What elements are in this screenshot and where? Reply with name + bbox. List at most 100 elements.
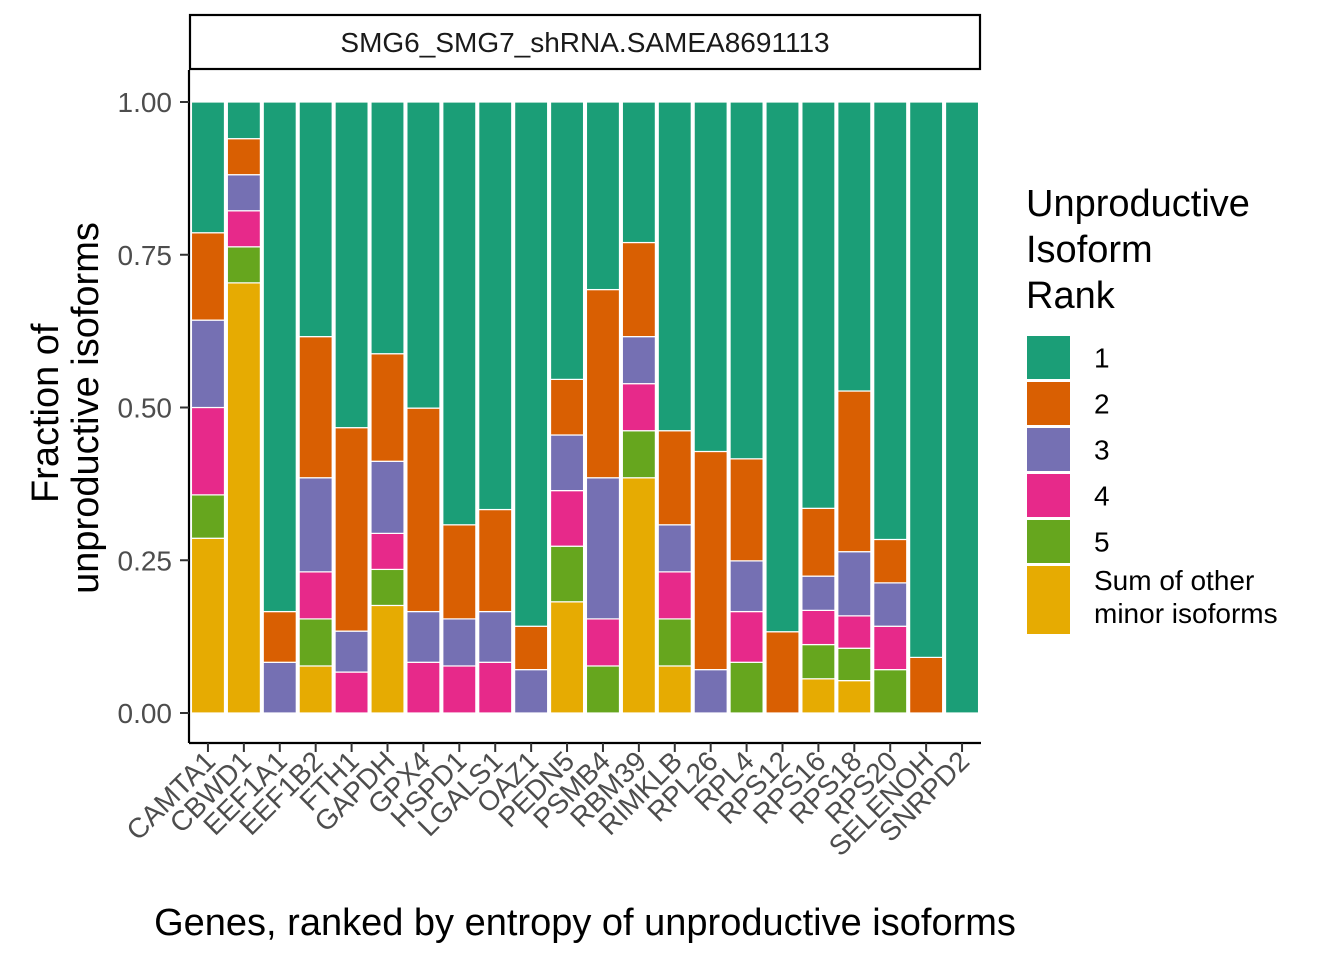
bar-segment-rbm39-rank-sum-of-other-minor-isoforms: [621, 477, 656, 714]
legend: Unproductive Isoform Rank 1 2 3 4 5 Sum of ot…: [1026, 183, 1278, 634]
bar-segment-gapdh-rank-1: [370, 101, 405, 355]
bar-segment-eef1a1-rank-3: [262, 661, 297, 714]
legend-key-5: [1027, 520, 1070, 563]
bar-segment-gapdh-rank-sum-of-other-minor-isoforms: [370, 604, 405, 714]
bar-segment-pedn5-rank-5: [549, 545, 585, 603]
bar-segment-rpl4-rank-5: [729, 661, 764, 714]
x-axis-title: Genes, ranked by entropy of unproductive…: [154, 902, 1016, 944]
bar-segment-fth1-rank-1: [334, 101, 369, 429]
bar-segment-pedn5-rank-3: [549, 434, 585, 492]
bar-segment-rbm39-rank-2: [621, 241, 656, 338]
bar-segment-gpx4-rank-3: [406, 610, 441, 663]
bar-segment-selenoh-rank-1: [909, 101, 944, 659]
bar-segment-rimklb-rank-3: [657, 524, 692, 573]
legend-label-2: 2: [1094, 389, 1110, 420]
bar-segment-psmb4-rank-4: [585, 618, 621, 667]
y-axis-title-line-2: unproductive isoforms: [65, 222, 107, 594]
bar-segment-camta1-rank-3: [190, 319, 226, 409]
bar-segment-cbwd1-rank-2: [226, 138, 261, 176]
bar-segment-rps16-rank-5: [801, 643, 836, 680]
bar-segment-rps20-rank-2: [873, 538, 908, 584]
bar-segment-camta1-rank-2: [190, 232, 226, 321]
bar-segment-rbm39-rank-3: [621, 336, 656, 385]
bar-segment-hspd1-rank-3: [442, 618, 477, 667]
bar-segment-rps16-rank-1: [801, 101, 836, 509]
bar-segment-rimklb-rank-sum-of-other-minor-isoforms: [657, 665, 692, 714]
bar-segment-rps18-rank-1: [837, 101, 872, 392]
y-axis-title: Fraction of unproductive isoforms: [25, 222, 107, 594]
legend-title-line-3: Rank: [1026, 275, 1116, 317]
bar-segment-eef1b2-rank-5: [298, 618, 333, 667]
legend-label-3: 3: [1094, 435, 1110, 466]
bar-segment-rpl4-rank-3: [729, 560, 764, 613]
bar-segment-camta1-rank-5: [190, 494, 226, 539]
bar-segment-gpx4-rank-2: [406, 407, 441, 613]
bars-group: [190, 101, 980, 714]
bar-segment-psmb4-rank-2: [585, 288, 621, 479]
bar-segment-oaz1-rank-1: [514, 101, 549, 627]
bar-segment-fth1-rank-2: [334, 427, 369, 632]
y-tick-label: 0.75: [118, 240, 173, 271]
bar-segment-rps12-rank-2: [765, 631, 800, 714]
legend-label-sum-of-other-minor-isoforms: Sum of other minor isoforms: [1094, 565, 1278, 629]
bar-segment-psmb4-rank-3: [585, 477, 621, 620]
legend-key-1: [1027, 336, 1070, 379]
bar-segment-rpl26-rank-1: [693, 101, 728, 453]
bar-segment-rps20-rank-1: [873, 101, 908, 541]
bar-segment-pedn5-rank-1: [549, 101, 585, 380]
legend-title-line-1: Unproductive: [1026, 183, 1250, 225]
legend-title-line-2: Isoform: [1026, 229, 1153, 271]
legend-label-1: 1: [1094, 343, 1110, 374]
bar-segment-rps18-rank-2: [837, 390, 872, 553]
bar-segment-lgals1-rank-4: [478, 661, 513, 714]
bar-segment-camta1-rank-4: [190, 406, 226, 496]
bar-segment-lgals1-rank-3: [478, 610, 513, 663]
bar-segment-pedn5-rank-2: [549, 378, 585, 436]
facet-strip: [188, 13, 982, 71]
y-tick-label: 0.25: [118, 545, 173, 576]
bar-segment-psmb4-rank-1: [585, 101, 621, 291]
y-axis: 0.00 0.25 0.50 0.75 1.00: [118, 70, 191, 743]
bar-segment-rps20-rank-3: [873, 582, 908, 627]
bar-segment-rps20-rank-5: [873, 669, 908, 714]
bar-segment-rps18-rank-4: [837, 615, 872, 649]
bar-segment-eef1a1-rank-1: [262, 101, 297, 613]
bar-segment-selenoh-rank-2: [909, 656, 944, 714]
bar-segment-rpl4-rank-1: [729, 101, 764, 460]
y-axis-title-line-1: Fraction of: [25, 323, 67, 503]
bar-segment-camta1-rank-1: [190, 101, 226, 234]
bar-segment-hspd1-rank-1: [442, 101, 477, 526]
bar-segment-fth1-rank-3: [334, 630, 369, 673]
bar-segment-rps16-rank-4: [801, 609, 836, 646]
bar-segment-rbm39-rank-5: [621, 430, 656, 479]
legend-key-3: [1027, 428, 1070, 471]
y-tick-label: 0.00: [118, 698, 173, 729]
bar-segment-cbwd1-rank-5: [226, 246, 261, 284]
bar-segment-rimklb-rank-2: [657, 430, 692, 526]
x-axis: CAMTA1CBWD1EEF1A1EEF1B2FTH1GAPDHGPX4HSPD…: [120, 741, 981, 862]
legend-key-4: [1027, 474, 1070, 517]
bar-segment-lgals1-rank-1: [478, 101, 513, 511]
bar-segment-cbwd1-rank-4: [226, 210, 261, 248]
bar-segment-rps18-rank-3: [837, 551, 872, 617]
bar-segment-rps16-rank-3: [801, 575, 836, 611]
bar-segment-rpl26-rank-3: [693, 669, 728, 714]
bar-segment-rps18-rank-sum-of-other-minor-isoforms: [837, 680, 872, 714]
bar-segment-oaz1-rank-2: [514, 625, 549, 671]
legend-label-5: 5: [1094, 527, 1110, 558]
bar-segment-pedn5-rank-sum-of-other-minor-isoforms: [549, 601, 585, 714]
facet-title: SMG6_SMG7_shRNA.SAMEA8691113: [340, 27, 829, 58]
bar-segment-rps16-rank-sum-of-other-minor-isoforms: [801, 678, 836, 714]
bar-segment-cbwd1-rank-1: [226, 101, 261, 140]
bar-segment-rpl26-rank-2: [693, 450, 728, 671]
bar-segment-fth1-rank-4: [334, 671, 369, 714]
legend-key-sum-of-other-minor-isoforms: [1027, 566, 1070, 634]
bar-segment-eef1b2-rank-4: [298, 571, 333, 620]
bar-segment-eef1a1-rank-2: [262, 610, 297, 663]
bar-segment-gapdh-rank-2: [370, 353, 405, 462]
bar-segment-eef1b2-rank-sum-of-other-minor-isoforms: [298, 665, 333, 714]
bar-segment-oaz1-rank-3: [514, 669, 549, 714]
legend-title: Unproductive Isoform Rank: [1026, 183, 1260, 317]
bar-segment-gapdh-rank-5: [370, 568, 405, 607]
bar-segment-rps18-rank-5: [837, 647, 872, 682]
